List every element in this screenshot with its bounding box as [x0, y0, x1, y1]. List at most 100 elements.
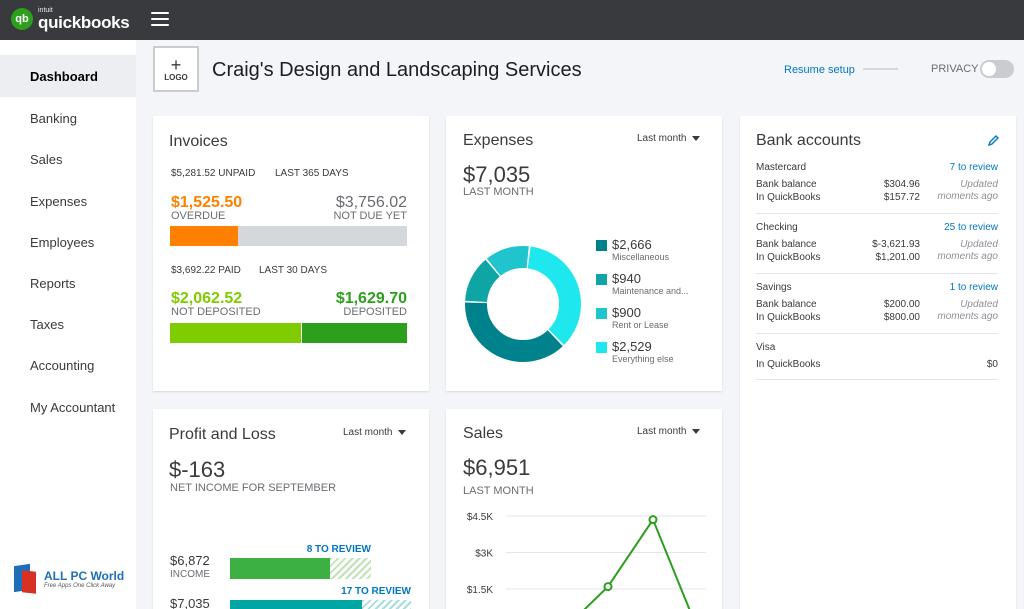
income-amount: $6,872: [170, 553, 210, 568]
expenses-card: Expenses Last month $7,035 LAST MONTH $2…: [446, 116, 722, 391]
expense-reviewed-segment[interactable]: [230, 600, 362, 609]
sidebar-item-taxes[interactable]: Taxes: [30, 316, 64, 332]
expenses-donut-chart[interactable]: [463, 244, 583, 364]
review-link[interactable]: 25 to review: [944, 222, 998, 233]
quickbooks-balance-value: $0: [986, 359, 998, 370]
top-bar: qb intuit quickbooks: [0, 0, 1024, 40]
plus-icon: +: [170, 54, 182, 75]
bank-accounts-title[interactable]: Bank accounts: [756, 132, 861, 149]
add-logo-button[interactable]: + LOGO: [153, 46, 199, 92]
sidebar-item-dashboard[interactable]: Dashboard: [0, 55, 136, 97]
y-tick-label: $4.5K: [467, 512, 493, 523]
quickbooks-logo[interactable]: qb intuit quickbooks: [11, 7, 130, 32]
legend-swatch: [596, 274, 607, 285]
donut-slice-rent-or-lease[interactable]: [465, 246, 581, 362]
sales-data-point[interactable]: [648, 515, 658, 525]
not-due-amount: $3,756.02: [335, 194, 407, 211]
bank-account-name: Checking: [756, 222, 798, 233]
bank-account-mastercard[interactable]: Mastercard 7 to review Bank balance $304…: [756, 162, 998, 214]
quickbooks-balance-label: In QuickBooks: [756, 312, 821, 323]
updated-label: Updated: [960, 179, 998, 190]
hamburger-icon[interactable]: [151, 12, 169, 26]
income-label: INCOME: [170, 569, 210, 580]
add-logo-label: LOGO: [164, 72, 188, 82]
sales-period-dropdown[interactable]: Last month: [637, 426, 701, 437]
sidebar-item-expenses[interactable]: Expenses: [30, 193, 88, 209]
income-bar[interactable]: [230, 558, 371, 579]
watermark-subtitle: Free Apps One Click Away: [44, 583, 116, 589]
caret-down-icon: [398, 430, 407, 435]
income-to-review-segment[interactable]: [330, 558, 371, 579]
legend-swatch: [596, 308, 607, 319]
quickbooks-balance-label: In QuickBooks: [756, 192, 821, 203]
bank-account-name: Mastercard: [756, 162, 807, 173]
deposited-bar-segment[interactable]: [302, 323, 407, 343]
pnl-period-dropdown[interactable]: Last month: [343, 427, 407, 438]
sidebar-item-sales[interactable]: Sales: [30, 151, 63, 167]
profit-and-loss-card: Profit and Loss Last month $-163 NET INC…: [153, 409, 429, 609]
expenses-total: $7,035: [463, 162, 531, 187]
sidebar-item-employees[interactable]: Employees: [30, 234, 95, 250]
sidebar-item-my-accountant[interactable]: My Accountant: [30, 399, 116, 415]
paid-bar[interactable]: [170, 323, 407, 343]
bank-account-savings[interactable]: Savings 1 to review Bank balance $200.00…: [756, 282, 998, 334]
review-link[interactable]: 1 to review: [949, 282, 998, 293]
not-deposited-bar-segment[interactable]: [170, 323, 302, 343]
y-tick-label: $3K: [475, 549, 493, 560]
legend-amount: $940: [612, 271, 641, 286]
sales-data-point[interactable]: [603, 582, 613, 592]
expense-review-link[interactable]: 17 TO REVIEW: [341, 586, 411, 597]
not-deposited-amount: $2,062.52: [171, 290, 243, 307]
bank-balance-value: $-3,621.93: [872, 239, 920, 250]
updated-time: moments ago: [937, 311, 998, 322]
legend-label: Miscellaneous: [612, 252, 670, 262]
deposited-label: DEPOSITED: [343, 306, 407, 318]
invoices-paid-amount: $3,692.22 PAID: [171, 265, 241, 276]
logo-intuit-text: intuit: [38, 7, 53, 14]
sidebar-item-reports[interactable]: Reports: [30, 275, 76, 291]
donut-slice-miscellaneous[interactable]: [465, 246, 581, 362]
sales-title[interactable]: Sales: [463, 425, 504, 442]
updated-label: Updated: [960, 239, 998, 250]
review-link[interactable]: 7 to review: [949, 162, 998, 173]
bank-account-checking[interactable]: Checking 25 to review Bank balance $-3,6…: [756, 222, 998, 274]
logo-name-text: quickbooks: [38, 13, 130, 32]
invoices-card: Invoices $5,281.52 UNPAID LAST 365 DAYS …: [153, 116, 429, 391]
expenses-period-dropdown[interactable]: Last month: [637, 133, 701, 144]
expense-to-review-segment[interactable]: [362, 600, 411, 609]
invoices-title[interactable]: Invoices: [169, 133, 228, 150]
overdue-bar-segment[interactable]: [170, 226, 238, 246]
updated-label: Updated: [960, 299, 998, 310]
income-reviewed-segment[interactable]: [230, 558, 330, 579]
bank-balance-label: Bank balance: [756, 239, 817, 250]
privacy-toggle[interactable]: [980, 60, 1014, 78]
expense-bar[interactable]: [230, 600, 411, 609]
sales-line-chart[interactable]: $4.5K $3K $1.5K: [446, 504, 722, 609]
unpaid-bar[interactable]: [170, 226, 407, 246]
bank-balance-value: $200.00: [883, 299, 920, 310]
updated-time: moments ago: [937, 191, 998, 202]
pnl-expense-amount: $7,035: [170, 596, 210, 609]
watermark-title: ALL PC World: [44, 569, 125, 583]
quickbooks-balance-value: $157.72: [883, 192, 920, 203]
pencil-icon[interactable]: [988, 134, 1000, 146]
donut-slice-everything-else[interactable]: [465, 246, 581, 362]
expenses-title[interactable]: Expenses: [463, 132, 534, 149]
not-due-bar-segment[interactable]: [238, 226, 407, 246]
privacy-label: PRIVACY: [931, 63, 979, 75]
quickbooks-balance-label: In QuickBooks: [756, 252, 821, 263]
overdue-amount: $1,525.50: [171, 194, 243, 211]
resume-setup-link[interactable]: Resume setup: [784, 64, 855, 76]
expenses-total-label: LAST MONTH: [463, 186, 534, 198]
income-review-link[interactable]: 8 TO REVIEW: [306, 544, 371, 555]
sales-series-line[interactable]: [568, 517, 696, 609]
sidebar-item-banking[interactable]: Banking: [30, 110, 77, 126]
bank-balance-label: Bank balance: [756, 299, 817, 310]
updated-time: moments ago: [937, 251, 998, 262]
net-income-label: NET INCOME FOR SEPTEMBER: [170, 482, 337, 494]
sidebar-item-accounting[interactable]: Accounting: [30, 357, 95, 373]
legend-swatch: [596, 342, 607, 353]
quickbooks-balance-value: $1,201.00: [875, 252, 921, 263]
bank-account-visa[interactable]: Visa In QuickBooks $0: [756, 342, 998, 380]
profit-and-loss-title[interactable]: Profit and Loss: [169, 426, 276, 443]
